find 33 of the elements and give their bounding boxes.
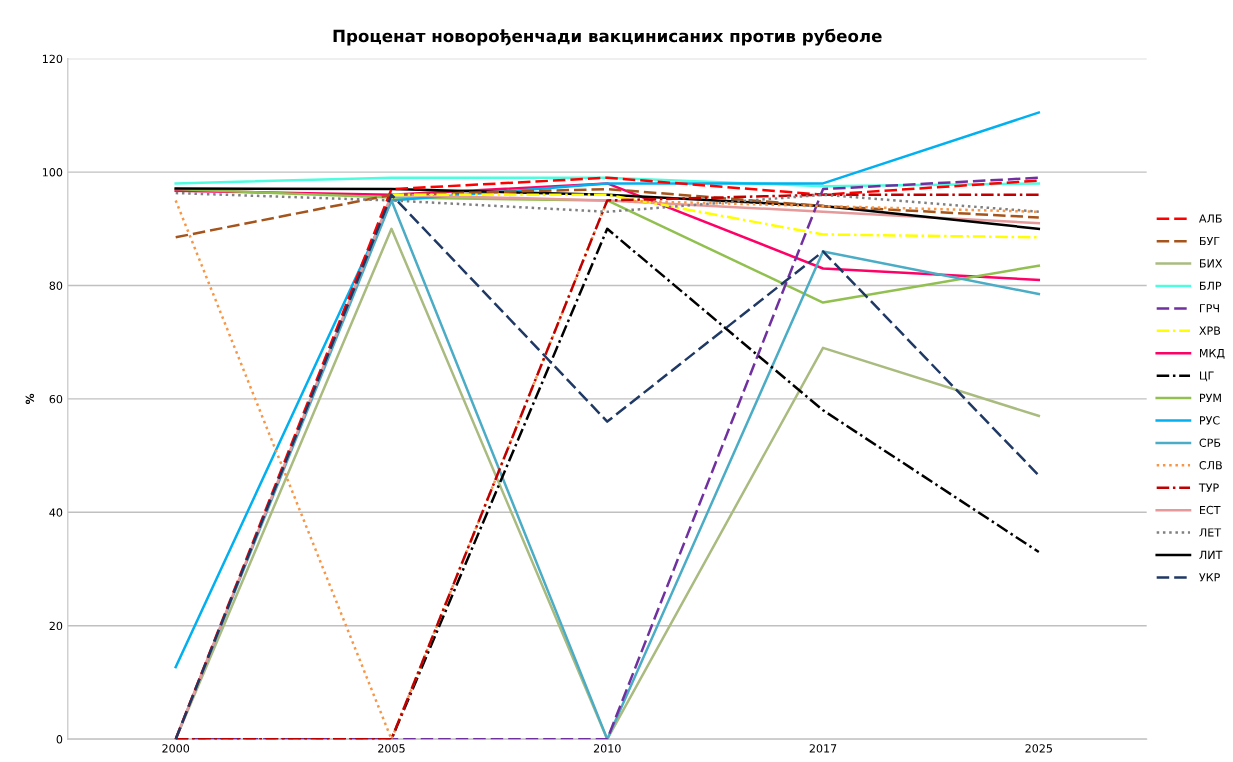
legend-label: ТУР	[1198, 483, 1219, 492]
legend-label: ХРВ	[1199, 326, 1221, 335]
legend-label: БУГ	[1200, 236, 1220, 246]
line-series	[174, 191, 1041, 214]
y-tick-label: 20	[49, 621, 63, 631]
legend-label: РУС	[1200, 416, 1220, 425]
x-tick-label: 2017	[809, 744, 837, 753]
y-tick-label: 100	[42, 168, 63, 177]
legend-label: СРБ	[1199, 438, 1221, 447]
y-tick-label: 0	[56, 735, 63, 744]
legend-label: БЛР	[1200, 281, 1222, 290]
y-tick-label: 60	[49, 394, 63, 404]
x-tick-label: 2025	[1025, 744, 1052, 753]
line-series	[174, 187, 1041, 239]
y-tick-label: 120	[42, 54, 63, 64]
chart-title: Проценат новорођенчади вакцинисаних против рубеоле	[333, 28, 882, 46]
x-tick-label: 2010	[593, 744, 621, 753]
legend-label: РУМ	[1200, 393, 1221, 402]
legend-label: ЦГ	[1200, 371, 1214, 382]
y-axis-title: %	[25, 393, 35, 405]
legend-label: СЛВ	[1199, 460, 1222, 470]
legend-label: АЛБ	[1199, 214, 1222, 223]
y-tick-label: 40	[49, 508, 63, 517]
legend-label: МКД	[1200, 349, 1225, 359]
legend-label: ГРЧ	[1200, 304, 1219, 313]
legend-label: ЛИТ	[1199, 550, 1223, 559]
y-tick-label: 80	[49, 281, 63, 290]
legend-label: УКР	[1199, 573, 1220, 582]
legend-label: ЕСТ	[1200, 505, 1221, 515]
x-tick-label: 2005	[378, 744, 405, 753]
legend-label: ЛЕТ	[1199, 528, 1222, 537]
legend-label: БИХ	[1200, 259, 1223, 268]
x-tick-label: 2000	[162, 744, 190, 753]
